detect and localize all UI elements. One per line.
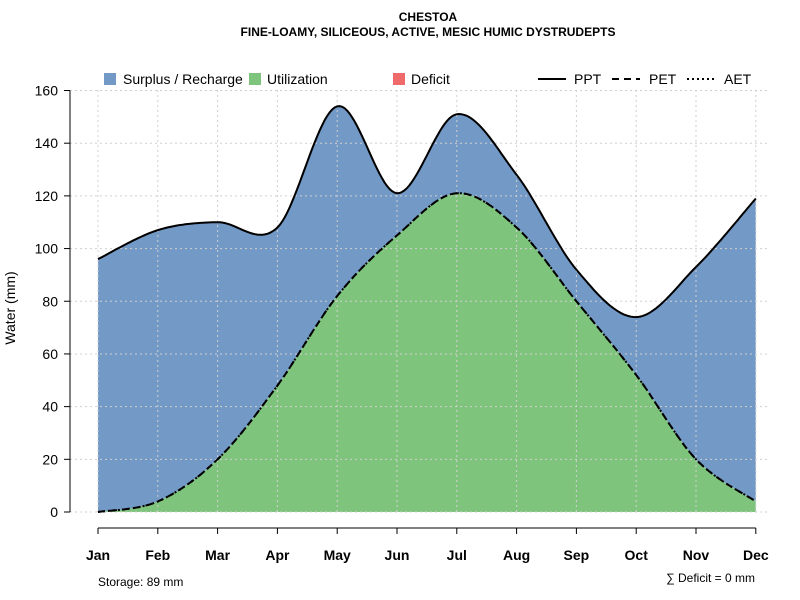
x-tick-label-feb: Feb bbox=[145, 547, 170, 563]
gridlines bbox=[70, 90, 770, 513]
area-fills bbox=[98, 106, 756, 512]
x-tick-label-mar: Mar bbox=[205, 547, 230, 563]
chart-title: CHESTOA bbox=[399, 10, 458, 24]
legend-label-utilization: Utilization bbox=[267, 71, 328, 87]
y-tick-label-60: 60 bbox=[42, 346, 58, 362]
chart-subtitle: FINE-LOAMY, SILICEOUS, ACTIVE, MESIC HUM… bbox=[241, 25, 616, 39]
y-tick-label-0: 0 bbox=[50, 504, 58, 520]
x-tick-label-jun: Jun bbox=[385, 547, 410, 563]
x-tick-label-aug: Aug bbox=[503, 547, 530, 563]
x-tick-label-may: May bbox=[324, 547, 351, 563]
y-tick-label-40: 40 bbox=[42, 399, 58, 415]
y-tick-label-120: 120 bbox=[35, 188, 59, 204]
deficit-note: ∑ Deficit = 0 mm bbox=[666, 571, 755, 585]
legend-swatch-deficit bbox=[393, 73, 405, 85]
legend-label-ppt: PPT bbox=[574, 71, 602, 87]
storage-note: Storage: 89 mm bbox=[98, 575, 183, 589]
y-axis: 0 20 40 60 80 100 120 140 160 bbox=[35, 83, 71, 520]
y-tick-label-100: 100 bbox=[35, 241, 59, 257]
x-tick-label-apr: Apr bbox=[265, 547, 290, 563]
pet-line bbox=[97, 192, 757, 513]
legend-label-deficit: Deficit bbox=[411, 71, 450, 87]
legend-label-pet: PET bbox=[649, 71, 677, 87]
x-tick-label-sep: Sep bbox=[564, 547, 590, 563]
legend-label-surplus: Surplus / Recharge bbox=[123, 71, 243, 87]
utilization-area bbox=[98, 193, 756, 512]
y-axis-label: Water (mm) bbox=[2, 271, 18, 344]
y-tick-label-140: 140 bbox=[35, 135, 59, 151]
surplus-area bbox=[98, 106, 756, 512]
x-axis: Jan Feb Mar Apr May Jun Jul Aug Sep Oct Nov Dec bbox=[86, 527, 769, 563]
legend: Surplus / Recharge Utilization Deficit P… bbox=[104, 71, 752, 87]
legend-label-aet: AET bbox=[724, 71, 752, 87]
ppt-line bbox=[97, 105, 757, 319]
x-tick-label-jul: Jul bbox=[447, 547, 467, 563]
x-tick-label-oct: Oct bbox=[625, 547, 649, 563]
series-lines bbox=[97, 105, 757, 513]
x-tick-label-dec: Dec bbox=[743, 547, 769, 563]
y-tick-label-20: 20 bbox=[42, 451, 58, 467]
legend-swatch-surplus bbox=[104, 73, 116, 85]
y-tick-label-80: 80 bbox=[42, 293, 58, 309]
legend-swatch-utilization bbox=[249, 73, 261, 85]
y-tick-label-160: 160 bbox=[35, 83, 59, 99]
x-tick-label-jan: Jan bbox=[86, 547, 110, 563]
x-tick-label-nov: Nov bbox=[683, 547, 710, 563]
